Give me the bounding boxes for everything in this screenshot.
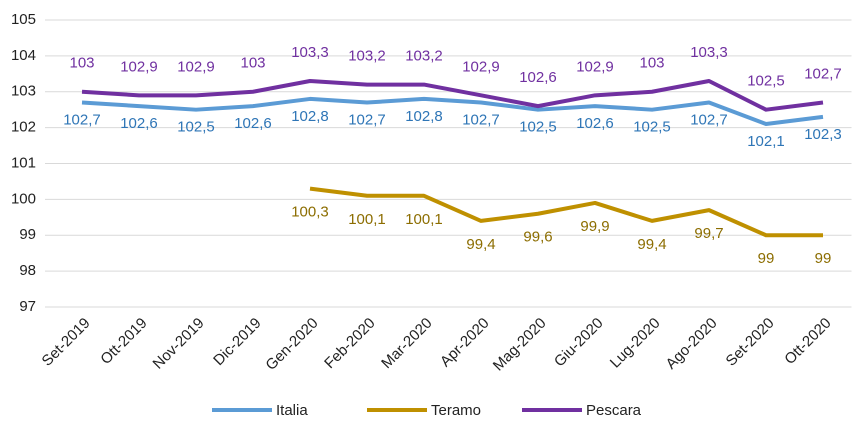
- data-label: 102,6: [234, 115, 272, 132]
- y-tick-label: 102: [11, 119, 36, 136]
- x-tick-label: Gen-2020: [262, 315, 321, 374]
- data-label: 103: [639, 55, 664, 72]
- y-tick-label: 104: [11, 47, 36, 64]
- data-label: 103: [69, 55, 94, 72]
- series-line: [81, 96, 824, 127]
- x-tick-label: Ott-2020: [781, 315, 834, 368]
- data-label: 102,5: [177, 119, 215, 136]
- data-label: 102,8: [405, 108, 443, 125]
- data-label: 102,5: [519, 119, 557, 136]
- x-tick-label: Nov-2019: [150, 315, 208, 373]
- data-label: 99,4: [466, 236, 495, 253]
- data-label: 99,6: [523, 229, 552, 246]
- data-label: 103,3: [690, 44, 728, 61]
- y-tick-label: 99: [19, 226, 36, 243]
- x-tick-label: Ago-2020: [663, 315, 721, 373]
- data-label: 102,1: [747, 133, 785, 150]
- x-tick-label: Ott-2019: [97, 315, 150, 368]
- legend-label: Italia: [276, 402, 308, 419]
- x-tick-label: Mar-2020: [378, 315, 435, 372]
- data-label: 102,6: [519, 69, 557, 86]
- data-label: 103: [240, 55, 265, 72]
- data-label: 102,7: [690, 111, 728, 128]
- x-tick-label: Feb-2020: [321, 315, 378, 372]
- y-tick-label: 97: [19, 298, 36, 315]
- data-label: 102,5: [747, 73, 785, 90]
- data-label: 103,3: [291, 44, 329, 61]
- data-label: 99: [758, 250, 775, 267]
- data-label: 102,9: [576, 58, 614, 75]
- data-label: 102,7: [804, 65, 842, 82]
- data-label: 103,2: [348, 48, 386, 65]
- data-label: 100,3: [291, 204, 329, 221]
- y-tick-label: 98: [19, 262, 36, 279]
- data-label: 102,9: [120, 58, 158, 75]
- data-label: 102,7: [348, 111, 386, 128]
- data-label: 102,7: [462, 111, 500, 128]
- x-tick-label: Set-2020: [723, 315, 778, 370]
- data-label: 102,7: [63, 111, 101, 128]
- legend-label: Pescara: [586, 402, 642, 419]
- y-tick-label: 100: [11, 190, 36, 207]
- series-line: [81, 78, 824, 112]
- data-label: 102,5: [633, 119, 671, 136]
- series-line: [309, 186, 823, 238]
- x-tick-label: Giu-2020: [551, 315, 607, 371]
- data-label: 100,1: [405, 211, 443, 228]
- y-tick-label: 105: [11, 11, 36, 28]
- data-label: 99,7: [694, 225, 723, 242]
- legend-label: Teramo: [431, 402, 481, 419]
- data-label: 102,9: [462, 58, 500, 75]
- x-tick-label: Set-2019: [39, 315, 94, 370]
- data-label: 102,9: [177, 58, 215, 75]
- data-label: 99,9: [580, 218, 609, 235]
- data-label: 102,6: [576, 115, 614, 132]
- x-tick-label: Lug-2020: [607, 315, 664, 372]
- data-label: 100,1: [348, 211, 386, 228]
- data-label: 103,2: [405, 48, 443, 65]
- x-tick-label: Dic-2019: [210, 315, 264, 369]
- data-label: 102,8: [291, 108, 329, 125]
- x-tick-label: Apr-2020: [437, 315, 493, 371]
- data-label: 102,3: [804, 126, 842, 143]
- y-tick-label: 101: [11, 154, 36, 171]
- data-label: 99: [815, 250, 832, 267]
- data-label: 102,6: [120, 115, 158, 132]
- y-tick-label: 103: [11, 83, 36, 100]
- x-tick-label: Mag-2020: [490, 315, 550, 375]
- data-label: 99,4: [637, 236, 666, 253]
